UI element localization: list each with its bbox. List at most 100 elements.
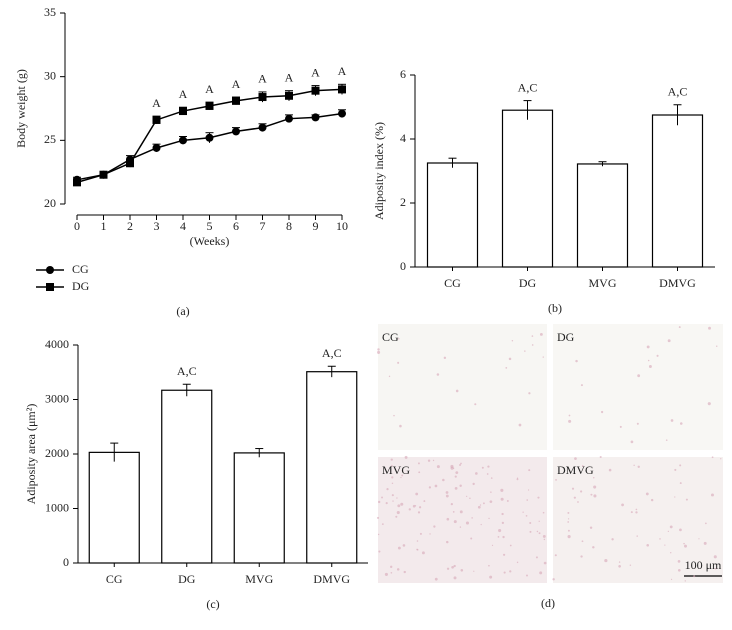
x-tick-label: CG — [444, 276, 461, 290]
annotation: A,C — [668, 85, 688, 99]
stain-speck — [388, 375, 391, 378]
stain-speck — [567, 521, 570, 523]
stain-speck — [509, 570, 512, 573]
x-tick-label: 7 — [260, 219, 266, 233]
y-axis-label: Adiposity index (%) — [372, 122, 386, 220]
stain-speck — [453, 564, 456, 568]
y-tick-label: 1000 — [45, 500, 69, 514]
stain-speck — [669, 525, 673, 529]
micrograph — [553, 457, 723, 583]
stain-speck — [525, 515, 528, 517]
stain-speck — [503, 553, 506, 556]
y-tick-label: 20 — [44, 196, 56, 210]
x-tick-label: 5 — [207, 219, 213, 233]
stain-speck — [554, 554, 557, 557]
stain-speck — [604, 559, 608, 563]
stain-speck — [427, 459, 431, 462]
stain-speck — [529, 530, 532, 533]
stain-speck — [516, 561, 519, 564]
stain-speck — [415, 492, 419, 496]
stain-speck — [390, 571, 393, 574]
scale-bar-label: 100 μm — [685, 558, 722, 572]
stain-speck — [403, 570, 406, 574]
marker — [311, 113, 320, 122]
stain-speck — [674, 496, 676, 498]
stain-speck — [488, 517, 490, 520]
stain-speck — [580, 490, 583, 493]
stain-speck — [466, 495, 468, 497]
y-tick-label: 4 — [400, 131, 406, 145]
stain-speck — [400, 476, 402, 479]
stain-speck — [377, 533, 380, 536]
stain-speck — [567, 529, 570, 532]
annotation: A — [311, 65, 320, 79]
marker — [205, 101, 214, 110]
x-tick-label: CG — [106, 572, 123, 586]
stain-speck — [670, 552, 672, 554]
stain-speck — [432, 459, 435, 462]
stain-speck — [527, 489, 530, 491]
y-axis-label: Adiposity area (μm²) — [24, 404, 38, 505]
stain-speck — [664, 544, 666, 546]
stain-speck — [460, 462, 462, 465]
x-tick-label: 0 — [74, 219, 80, 233]
annotation: A — [338, 64, 347, 78]
stain-speck — [574, 457, 577, 460]
stain-speck — [465, 521, 470, 525]
y-tick-label: 2000 — [45, 446, 69, 460]
panel-label: (a) — [176, 304, 189, 318]
stain-speck — [665, 439, 668, 441]
stain-speck — [475, 472, 478, 475]
stain-speck — [531, 335, 534, 337]
annotation: A — [152, 96, 161, 110]
stain-speck — [543, 561, 547, 565]
stain-speck — [538, 532, 541, 535]
stain-speck — [581, 540, 584, 543]
stain-speck — [434, 484, 438, 488]
y-tick-label: 3000 — [45, 391, 69, 405]
stain-speck — [650, 498, 654, 502]
stain-speck — [683, 542, 685, 545]
stain-speck — [434, 577, 438, 581]
stain-speck — [501, 521, 504, 525]
stain-speck — [384, 572, 388, 576]
stain-speck — [577, 501, 579, 503]
panel-label: (c) — [206, 597, 219, 611]
x-tick-label: DG — [519, 276, 537, 290]
y-tick-label: 25 — [44, 132, 56, 146]
micrograph-panels: CG DG MVG DMVG 100 μm (d) — [378, 324, 723, 610]
legend-marker — [46, 283, 54, 291]
x-tick-label: DMVG — [659, 276, 696, 290]
stain-speck — [714, 567, 717, 570]
stain-speck — [390, 458, 393, 461]
stain-speck — [397, 546, 401, 550]
stain-speck — [698, 538, 700, 540]
stain-speck — [481, 466, 484, 469]
stain-speck — [705, 522, 707, 525]
legend-marker — [46, 266, 54, 274]
y-tick-label: 0 — [63, 555, 69, 569]
legend-label: DG — [72, 279, 90, 293]
stain-speck — [498, 528, 502, 533]
stain-speck — [593, 485, 597, 489]
marker — [205, 133, 214, 142]
stain-speck — [518, 423, 522, 427]
stain-speck — [677, 568, 681, 572]
marker — [99, 170, 108, 179]
stain-speck — [693, 575, 696, 578]
stain-speck — [412, 504, 416, 508]
stain-speck — [611, 538, 614, 541]
stain-speck — [418, 506, 422, 509]
marker — [285, 114, 293, 123]
y-tick-label: 30 — [44, 68, 56, 82]
stain-speck — [470, 537, 473, 540]
stain-speck — [580, 555, 583, 558]
stain-speck — [392, 500, 394, 502]
stain-speck — [567, 535, 571, 539]
stain-speck — [713, 555, 717, 559]
stain-speck — [711, 456, 714, 459]
stain-speck — [400, 502, 404, 506]
x-tick-label: 6 — [233, 219, 239, 233]
stain-speck — [489, 575, 493, 579]
stain-speck — [524, 350, 526, 352]
